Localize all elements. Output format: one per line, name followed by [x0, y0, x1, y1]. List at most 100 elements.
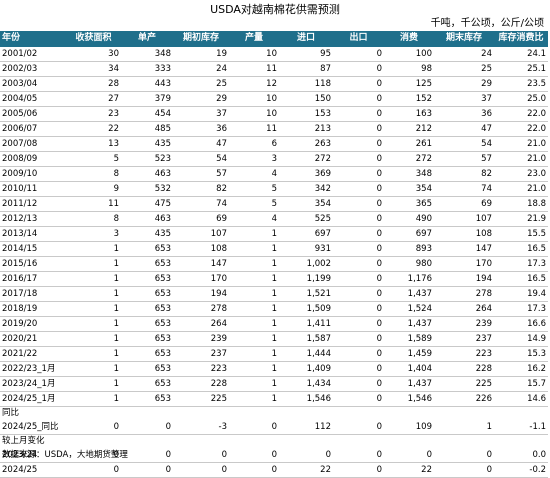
table-cell: 37: [434, 91, 494, 107]
table-cell: 0: [333, 420, 384, 435]
table-cell: 0: [333, 76, 384, 92]
table-cell: 170: [434, 256, 494, 272]
row-label: 2016/17: [0, 271, 66, 287]
column-header: 消费: [384, 31, 434, 47]
table-cell: 523: [121, 151, 173, 167]
row-label: 2008/09: [0, 151, 66, 167]
table-cell: -1.1: [494, 420, 548, 435]
table-cell: 1,524: [384, 301, 434, 317]
table-cell: 653: [121, 316, 173, 332]
table-cell: 0: [229, 420, 279, 435]
data-source-note: 数据来源：USDA，大地期货整理: [2, 450, 128, 460]
table-cell: 213: [279, 121, 333, 137]
column-header: 期末库存: [434, 31, 494, 47]
table-cell: 112: [279, 420, 333, 435]
table-cell: 1: [66, 346, 121, 362]
table-cell: 194: [434, 271, 494, 287]
table-cell: 24: [434, 46, 494, 62]
section-label: 同比: [2, 408, 20, 418]
table-cell: 69: [434, 196, 494, 212]
table-cell: 454: [121, 106, 173, 122]
table-cell: 11: [229, 61, 279, 77]
table-cell: 0: [333, 91, 384, 107]
table-cell: 0: [173, 448, 229, 463]
table-cell: 147: [173, 256, 229, 272]
table-cell: 22.0: [494, 121, 548, 137]
table-row: 2023/24 0 0 0 0 0 0 0 0 0.0: [0, 448, 548, 463]
table-cell: 36: [434, 106, 494, 122]
table-cell: 5: [66, 151, 121, 167]
table-cell: 1,199: [279, 271, 333, 287]
table-cell: 379: [121, 91, 173, 107]
table-cell: 108: [434, 226, 494, 242]
row-label: 2018/19: [0, 301, 66, 317]
table-row: 2008/09 5 523 54 3 272 0 272 57 21.0: [0, 151, 548, 167]
table-cell: 1: [66, 331, 121, 347]
table-cell: 532: [121, 181, 173, 197]
table-cell: 8: [66, 211, 121, 227]
row-label: 2012/13: [0, 211, 66, 227]
table-row: 2009/10 8 463 57 4 369 0 348 82 23.0: [0, 166, 548, 182]
table-cell: 1: [229, 316, 279, 332]
table-cell: 0: [229, 448, 279, 463]
table-cell: 10: [229, 106, 279, 122]
table-cell: 25.1: [494, 61, 548, 77]
table-row: 2011/12 11 475 74 5 354 0 365 69 18.8: [0, 196, 548, 212]
table-cell: 28: [66, 76, 121, 92]
table-cell: 22.0: [494, 106, 548, 122]
table-row: 2023/24_1月 1 653 228 1 1,434 0 1,437 225 15.7: [0, 376, 548, 392]
table-cell: 54: [173, 151, 229, 167]
table-cell: 100: [384, 46, 434, 62]
table-cell: 0: [434, 448, 494, 463]
table-cell: 0: [66, 420, 121, 435]
table-cell: 463: [121, 211, 173, 227]
table-cell: 21.0: [494, 151, 548, 167]
table-cell: 1,589: [384, 331, 434, 347]
table-cell: 23.0: [494, 166, 548, 182]
table-cell: 0: [121, 448, 173, 463]
section-row: 较上月变化: [0, 435, 548, 449]
table-cell: 22: [66, 121, 121, 137]
table-cell: 272: [279, 151, 333, 167]
table-cell: 8: [66, 166, 121, 182]
table-cell: 1,437: [384, 286, 434, 302]
table-cell: 225: [173, 391, 229, 407]
table-cell: 21.0: [494, 136, 548, 152]
table-cell: 10: [229, 91, 279, 107]
table-cell: 17.3: [494, 301, 548, 317]
table-cell: 19.4: [494, 286, 548, 302]
table-cell: 0: [333, 316, 384, 332]
table-cell: 22: [279, 462, 333, 478]
table-cell: 0: [333, 271, 384, 287]
table-cell: 1: [66, 271, 121, 287]
table-cell: 1,546: [384, 391, 434, 407]
table-cell: 354: [279, 196, 333, 212]
table-cell: 152: [384, 91, 434, 107]
table-cell: 1,459: [384, 346, 434, 362]
table-cell: 223: [173, 361, 229, 377]
table-cell: 0: [333, 256, 384, 272]
table-cell: 1: [66, 376, 121, 392]
table-cell: 348: [121, 46, 173, 62]
table-cell: 365: [384, 196, 434, 212]
table-row: 2021/22 1 653 237 1 1,444 0 1,459 223 15.3: [0, 346, 548, 362]
table-cell: 1,002: [279, 256, 333, 272]
table-cell: 0: [121, 462, 173, 478]
table-cell: 0: [333, 241, 384, 257]
column-header: 产量: [229, 31, 279, 47]
table-cell: 107: [434, 211, 494, 227]
table-cell: 47: [434, 121, 494, 137]
table-cell: 95: [279, 46, 333, 62]
table-row: 2022/23_1月 1 653 223 1 1,409 0 1,404 228 16.2: [0, 361, 548, 377]
column-header: 库存消费比: [494, 31, 548, 47]
table-row: 2019/20 1 653 264 1 1,411 0 1,437 239 16.6: [0, 316, 548, 332]
table-cell: 150: [279, 91, 333, 107]
table-cell: 0: [434, 462, 494, 478]
table-cell: 0: [333, 226, 384, 242]
table-cell: 490: [384, 211, 434, 227]
table-cell: 1: [229, 286, 279, 302]
table-cell: -3: [173, 420, 229, 435]
table-cell: 893: [384, 241, 434, 257]
table-cell: 15.3: [494, 346, 548, 362]
table-cell: 1: [66, 316, 121, 332]
